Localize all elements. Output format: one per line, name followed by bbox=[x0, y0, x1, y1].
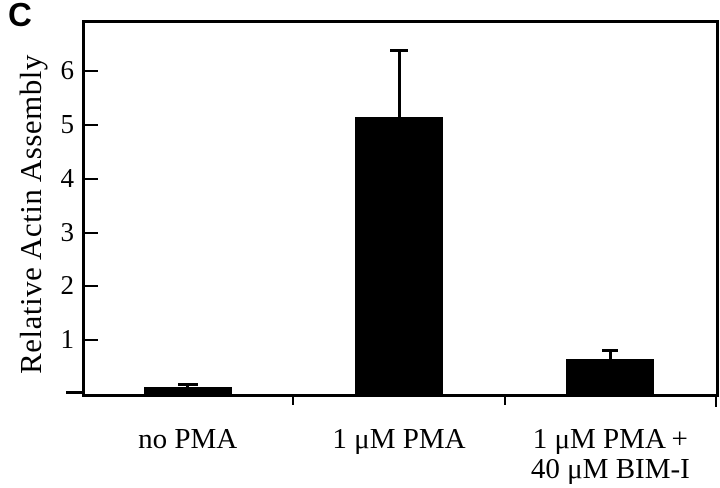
panel-letter: C bbox=[8, 0, 32, 33]
y-axis-tick-label: 3 bbox=[60, 216, 75, 247]
error-bar-stem bbox=[397, 49, 401, 117]
category-label: 1 μM PMA + 40 μM BIM-I bbox=[530, 423, 690, 485]
y-axis-tick bbox=[85, 70, 98, 73]
y-axis-tick bbox=[85, 285, 98, 288]
error-bar-cap bbox=[177, 382, 198, 386]
y-axis-tick bbox=[85, 231, 98, 234]
y-axis-tick-label: 4 bbox=[60, 162, 75, 193]
bar bbox=[355, 116, 443, 394]
bar bbox=[566, 359, 655, 394]
category-label: no PMA bbox=[138, 423, 238, 455]
y-axis-tick-label: 1 bbox=[60, 324, 75, 355]
x-axis-overhang bbox=[66, 391, 84, 394]
error-bar-cap bbox=[390, 48, 408, 52]
y-axis-tick bbox=[85, 177, 98, 180]
x-axis-tick bbox=[292, 396, 295, 405]
error-bar-cap bbox=[602, 348, 619, 352]
x-axis-tick bbox=[715, 396, 717, 407]
y-axis-tick-label: 5 bbox=[60, 108, 75, 139]
category-label: 1 μM PMA bbox=[332, 423, 466, 455]
y-axis-tick-label: 2 bbox=[60, 270, 75, 301]
bar bbox=[143, 387, 232, 394]
y-axis-tick bbox=[85, 339, 98, 342]
x-axis-tick bbox=[503, 396, 506, 405]
error-bar-stem bbox=[608, 349, 612, 359]
y-axis-tick-label: 6 bbox=[60, 55, 75, 86]
y-axis-tick bbox=[85, 123, 98, 126]
